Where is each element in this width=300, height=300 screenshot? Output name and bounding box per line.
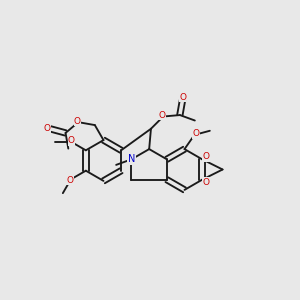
Text: O: O	[67, 176, 74, 185]
Text: O: O	[202, 178, 209, 187]
Text: O: O	[179, 93, 186, 102]
Text: O: O	[192, 130, 200, 139]
Text: O: O	[74, 117, 81, 126]
Text: N: N	[128, 154, 135, 164]
Text: O: O	[202, 152, 209, 161]
Text: O: O	[44, 124, 51, 133]
Text: O: O	[68, 136, 75, 145]
Text: O: O	[158, 111, 166, 120]
